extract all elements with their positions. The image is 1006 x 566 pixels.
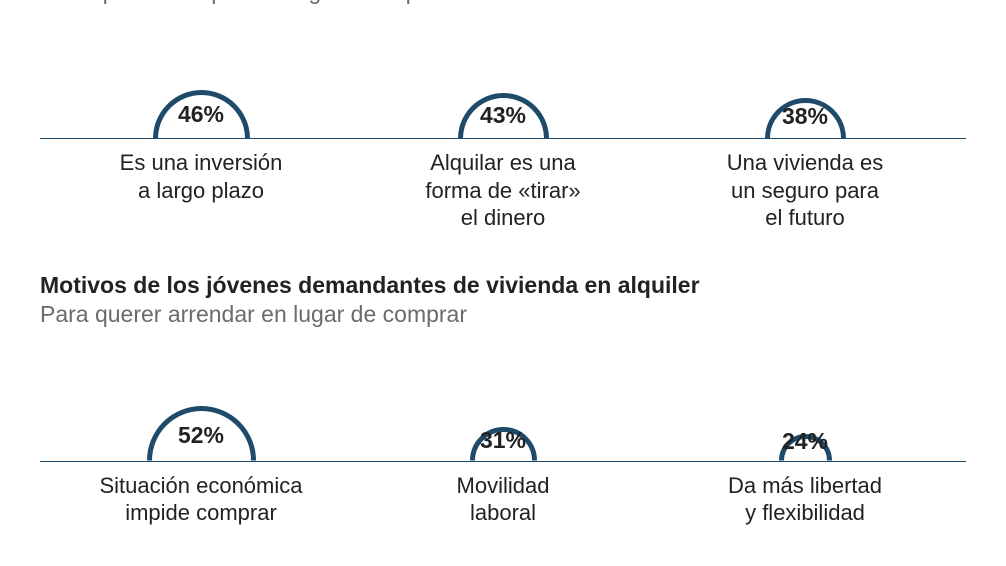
section-0-arc-track: 46% 43% 38% <box>40 27 966 139</box>
section-0-subtitle: Para querer comprar en lugar de alquilar <box>40 0 966 5</box>
arc-value: 43% <box>458 102 549 129</box>
arc-cell: 43% <box>352 93 654 139</box>
arc: 43% <box>458 93 549 139</box>
section-1-title: Motivos de los jóvenes demandantes de vi… <box>40 272 966 299</box>
arc: 31% <box>470 427 537 461</box>
arc-value: 31% <box>470 427 537 454</box>
arc-value: 24% <box>779 428 832 455</box>
arc: 52% <box>147 406 256 461</box>
arc: 46% <box>153 90 250 139</box>
infographic: Para querer comprar en lugar de alquilar… <box>0 0 1006 527</box>
arc-cell: 31% <box>352 427 654 461</box>
arc-cell: 38% <box>654 98 956 139</box>
arc-cell: 46% <box>50 90 352 139</box>
section-1-arc-track: 52% 31% 24% <box>40 350 966 462</box>
arc-caption: Alquilar es unaforma de «tirar»el dinero <box>352 149 654 232</box>
arc-caption: Situación económicaimpide comprar <box>50 472 352 527</box>
arc-caption: Movilidadlaboral <box>352 472 654 527</box>
arc-value: 46% <box>153 101 250 128</box>
arc-cell: 24% <box>654 434 956 461</box>
arc: 38% <box>765 98 846 139</box>
arc-value: 38% <box>765 103 846 130</box>
section-1-subtitle: Para querer arrendar en lugar de comprar <box>40 301 966 328</box>
arc-caption: Es una inversióna largo plazo <box>50 149 352 232</box>
section-0-labels: Es una inversióna largo plazo Alquilar e… <box>40 139 966 232</box>
arc: 24% <box>779 434 832 461</box>
arc-value: 52% <box>147 422 256 449</box>
arc-caption: Da más libertady flexibilidad <box>654 472 956 527</box>
arc-cell: 52% <box>50 406 352 461</box>
section-1-labels: Situación económicaimpide comprar Movili… <box>40 462 966 527</box>
arc-caption: Una vivienda esun seguro parael futuro <box>654 149 956 232</box>
